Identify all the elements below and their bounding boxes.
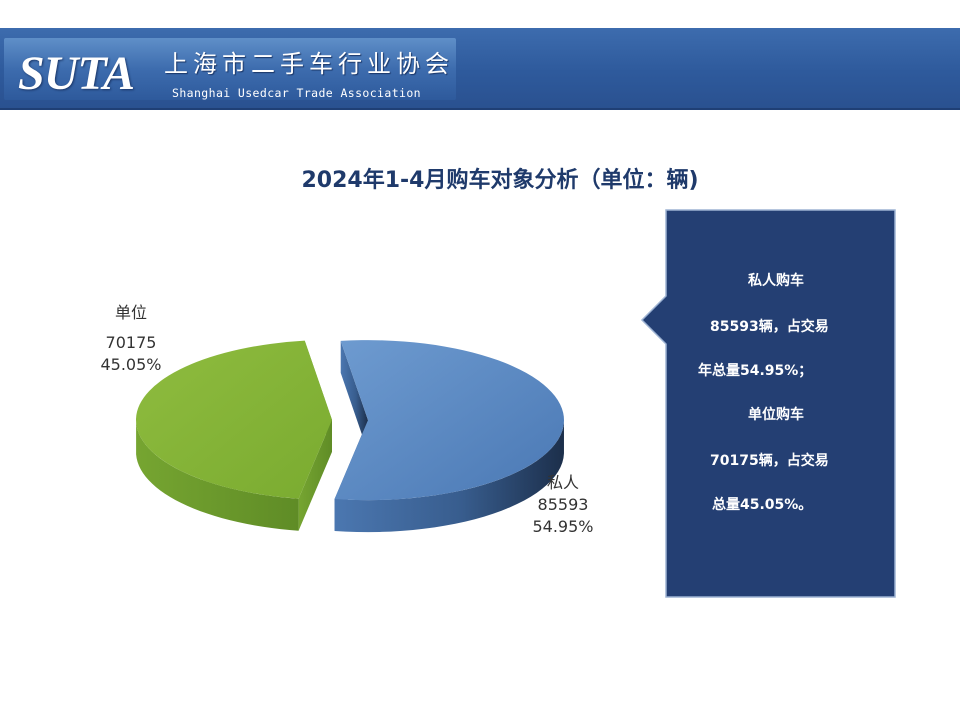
slice-unit-top <box>136 340 333 499</box>
callout-line-1: 私人购车 <box>748 273 804 289</box>
callout-line-4: 单位购车 <box>748 407 804 423</box>
slice-unit-cut-face <box>298 419 333 531</box>
slice-private <box>334 340 564 533</box>
chart-title: 2024年1-4月购车对象分析（单位：辆) <box>301 168 699 193</box>
slice-label-unit: 单位 70175 45.05% <box>96 302 166 376</box>
slice-value-private: 85593 <box>537 495 589 514</box>
slice-percent-private: 54.95% <box>532 517 594 536</box>
callout-line-5: 70175辆，占交易 <box>710 453 829 469</box>
slice-name-unit: 单位 <box>114 303 147 322</box>
slice-name-private: 私人 <box>546 473 579 492</box>
pie-chart <box>136 340 564 533</box>
slice-label-private: 私人 85593 54.95% <box>526 472 600 538</box>
slice-value-unit: 70175 <box>105 333 157 352</box>
callout-text: 私人购车 85593辆，占交易 年总量54.95%； 单位购车 70175辆，占… <box>672 210 896 596</box>
callout-box <box>640 209 896 598</box>
callout-line-2: 85593辆，占交易 <box>710 319 829 335</box>
slice-private-top <box>334 340 564 501</box>
association-logo: SUTA 上海市二手车行业协会 Shanghai Usedcar Trade A… <box>4 38 456 100</box>
header-banner: SUTA 上海市二手车行业协会 Shanghai Usedcar Trade A… <box>0 28 960 110</box>
slice-unit <box>136 340 333 531</box>
slice-percent-unit: 45.05% <box>100 355 162 374</box>
callout-line-6: 总量45.05%。 <box>712 497 813 513</box>
organization-name-english: Shanghai Usedcar Trade Association <box>172 86 422 100</box>
organization-name-chinese: 上海市二手车行业协会 <box>164 50 454 78</box>
slice-unit-side <box>136 422 299 531</box>
callout-line-3: 年总量54.95%； <box>698 363 813 379</box>
slice-private-cut-face <box>340 340 368 453</box>
logo-acronym: SUTA <box>18 47 135 100</box>
slice-private-side <box>334 421 564 533</box>
